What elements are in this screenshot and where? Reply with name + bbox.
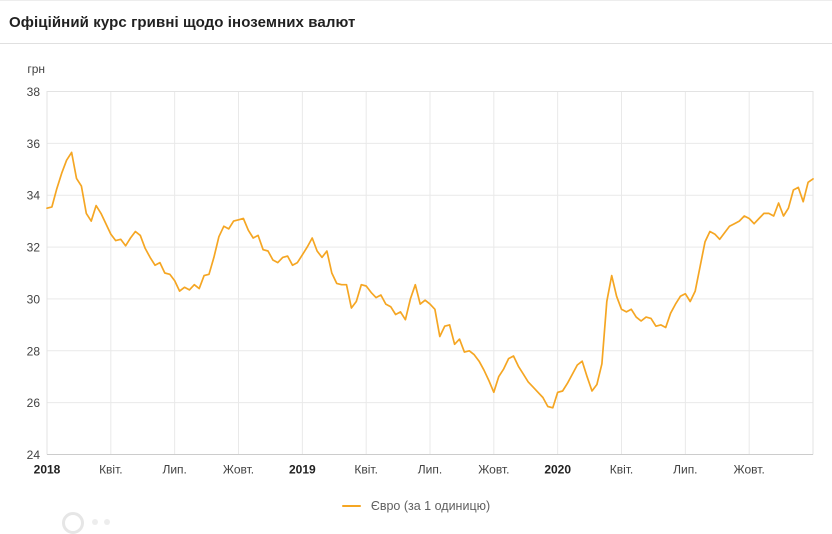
- legend-line-sample: [341, 504, 361, 508]
- plot-border: [46, 91, 814, 455]
- x-tick-label: 2019: [289, 463, 316, 477]
- y-tick-label: 36: [27, 137, 41, 151]
- x-tick-label: Лип.: [418, 463, 442, 477]
- x-tick-label: 2018: [34, 463, 61, 477]
- x-tick-label: Квіт.: [610, 463, 634, 477]
- x-tick-label: 2020: [544, 463, 571, 477]
- x-tick-label: Жовт.: [478, 463, 509, 477]
- legend-label: Євро (за 1 одиницю): [370, 499, 491, 513]
- y-tick-label: 28: [27, 344, 41, 358]
- page-title: Офіційний курс гривні щодо іноземних вал…: [9, 14, 356, 31]
- watermark-ring-icon: [62, 512, 84, 534]
- watermark-dot-icon: [92, 519, 98, 525]
- x-tick-label: Лип.: [673, 463, 697, 477]
- chart-header: Офіційний курс гривні щодо іноземних вал…: [0, 0, 832, 44]
- y-tick-label: 34: [27, 189, 41, 203]
- chart-legend[interactable]: Євро (за 1 одиницю): [0, 497, 832, 515]
- rate-line-euro[interactable]: [46, 151, 814, 409]
- y-axis-unit-label: грн: [27, 62, 45, 76]
- y-tick-label: 26: [27, 396, 41, 410]
- y-tick-label: 30: [27, 292, 41, 306]
- x-tick-label: Квіт.: [354, 463, 378, 477]
- y-tick-label: 32: [27, 241, 41, 255]
- x-tick-label: Жовт.: [734, 463, 765, 477]
- watermark-logo: [58, 511, 138, 534]
- watermark-dot-icon: [104, 519, 110, 525]
- y-tick-label: 38: [27, 85, 41, 99]
- x-tick-label: Лип.: [162, 463, 186, 477]
- y-tick-label: 24: [27, 448, 41, 462]
- x-tick-label: Квіт.: [99, 463, 123, 477]
- x-tick-label: Жовт.: [223, 463, 254, 477]
